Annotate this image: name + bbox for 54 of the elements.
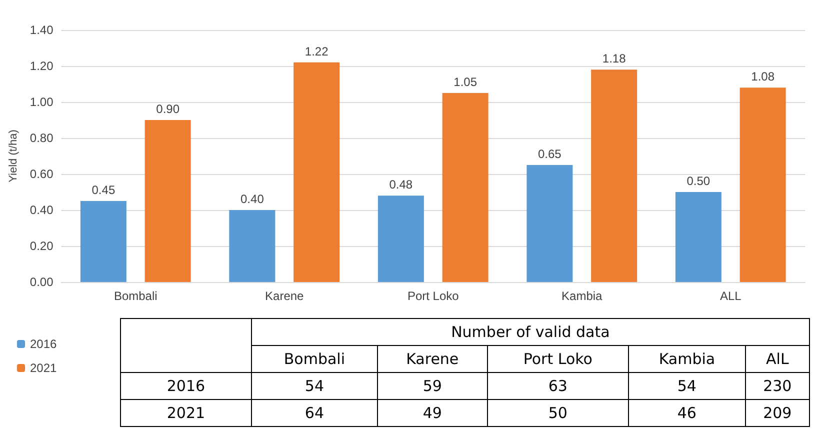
- category-label: Karene: [378, 346, 488, 372]
- data-label: 63: [487, 372, 629, 400]
- x-tick-label: Port Loko: [407, 289, 460, 303]
- data-label: 0.90: [156, 102, 180, 116]
- category-label: AlL: [745, 346, 810, 372]
- bar: [294, 62, 340, 282]
- y-tick-label: 1.40: [30, 23, 54, 37]
- x-tick-label: Kambia: [562, 289, 603, 303]
- x-tick-label: ALL: [720, 289, 742, 303]
- data-label: 0.65: [538, 147, 562, 161]
- bar: [526, 165, 573, 282]
- data-label: 0.40: [240, 192, 264, 206]
- data-label: 50: [487, 400, 629, 426]
- category-label: Bombali: [251, 346, 378, 372]
- data-label: 46: [628, 400, 746, 426]
- bar: [144, 120, 191, 282]
- data-label: 0.50: [686, 174, 710, 188]
- bar: [442, 93, 488, 282]
- bar: [591, 70, 638, 282]
- data-label: 1.05: [454, 75, 478, 89]
- bar: [80, 201, 126, 282]
- data-label: 209: [745, 400, 810, 426]
- legend-label: 2016: [30, 337, 58, 351]
- data-label: 54: [251, 372, 378, 400]
- bar: [740, 88, 786, 282]
- text: Number of valid data: [251, 318, 810, 346]
- data-label: 1.08: [751, 70, 775, 84]
- text: 2016: [120, 372, 252, 400]
- bar: [675, 192, 722, 282]
- y-tick-label: 0.20: [30, 239, 54, 253]
- data-label: 0.48: [389, 178, 413, 192]
- y-tick-label: 0.60: [30, 167, 54, 181]
- data-label: 64: [251, 400, 378, 426]
- data-label: 1.22: [304, 44, 329, 58]
- y-tick-label: 1.20: [30, 59, 54, 73]
- legend-label: 2021: [30, 361, 58, 375]
- category-label: Port Loko: [487, 346, 629, 372]
- data-label: 49: [378, 400, 488, 426]
- data-label: 59: [378, 372, 488, 400]
- bar: [229, 210, 276, 282]
- text: 2021: [120, 400, 252, 426]
- y-tick-label: 0.80: [30, 131, 54, 145]
- y-tick-label: 0.00: [30, 275, 54, 289]
- data-label: 0.45: [92, 183, 116, 197]
- x-tick-label: Karene: [265, 289, 304, 303]
- data-label: 230: [745, 372, 810, 400]
- y-tick-label: 1.00: [30, 95, 54, 109]
- y-tick-label: 0.40: [30, 203, 54, 217]
- x-tick-label: Bombali: [114, 289, 158, 303]
- data-label: 54: [628, 372, 746, 400]
- y-axis-title: Yield (t/ha): [8, 130, 20, 182]
- category-label: Kambia: [628, 346, 746, 372]
- bar: [378, 196, 424, 282]
- data-label: 1.18: [602, 52, 626, 66]
